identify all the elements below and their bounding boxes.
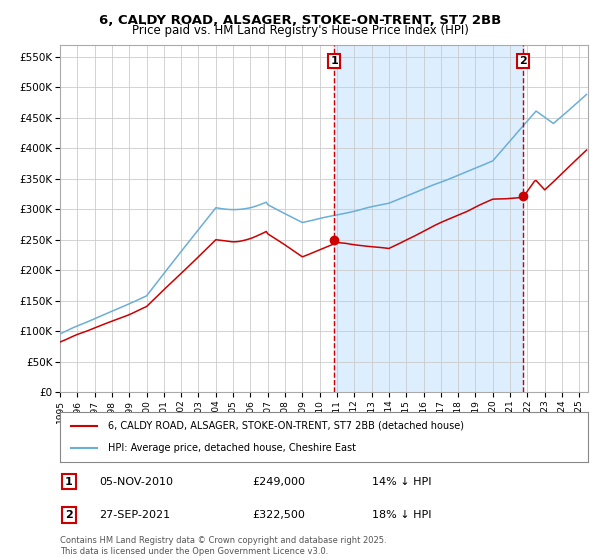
Text: 6, CALDY ROAD, ALSAGER, STOKE-ON-TRENT, ST7 2BB (detached house): 6, CALDY ROAD, ALSAGER, STOKE-ON-TRENT, …	[107, 421, 464, 431]
Text: 2: 2	[65, 510, 73, 520]
Text: 14% ↓ HPI: 14% ↓ HPI	[372, 477, 431, 487]
Text: 6, CALDY ROAD, ALSAGER, STOKE-ON-TRENT, ST7 2BB: 6, CALDY ROAD, ALSAGER, STOKE-ON-TRENT, …	[99, 14, 501, 27]
Text: Price paid vs. HM Land Registry's House Price Index (HPI): Price paid vs. HM Land Registry's House …	[131, 24, 469, 37]
Text: HPI: Average price, detached house, Cheshire East: HPI: Average price, detached house, Ches…	[107, 443, 356, 453]
Text: 2: 2	[519, 56, 527, 66]
Text: 1: 1	[65, 477, 73, 487]
Text: Contains HM Land Registry data © Crown copyright and database right 2025.
This d: Contains HM Land Registry data © Crown c…	[60, 536, 386, 556]
Text: 1: 1	[331, 56, 338, 66]
Bar	[334, 45, 523, 392]
Text: £322,500: £322,500	[252, 510, 305, 520]
Text: 18% ↓ HPI: 18% ↓ HPI	[372, 510, 431, 520]
Text: £249,000: £249,000	[252, 477, 305, 487]
Text: 05-NOV-2010: 05-NOV-2010	[99, 477, 173, 487]
Text: 27-SEP-2021: 27-SEP-2021	[99, 510, 170, 520]
